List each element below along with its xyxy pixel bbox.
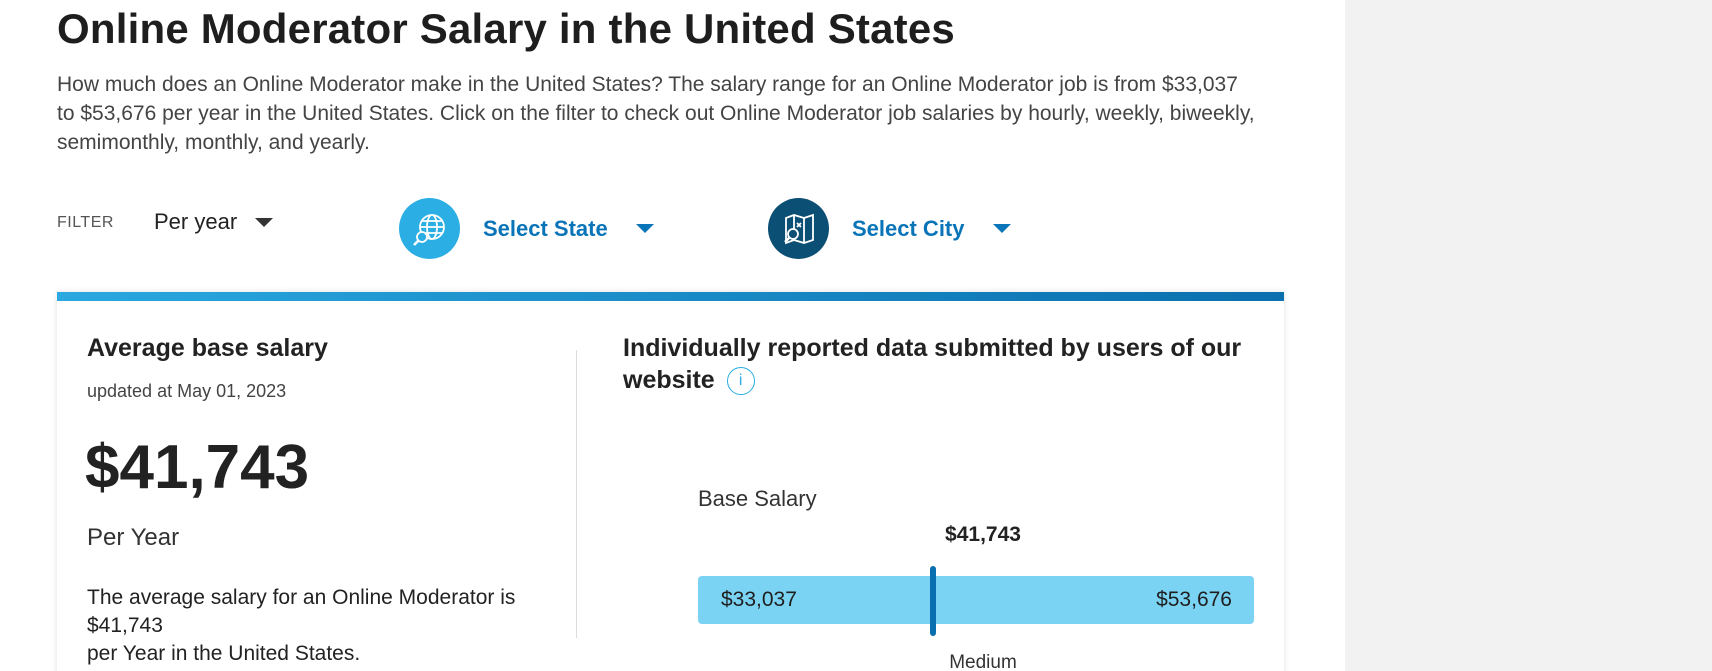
distribution-heading: Individually reported data submitted by …: [623, 332, 1273, 396]
base-salary-label: Base Salary: [698, 486, 817, 511]
salary-unit: Per Year: [87, 524, 180, 551]
column-divider: [576, 350, 577, 638]
map-search-icon: [768, 198, 829, 259]
range-low-value: $33,037: [721, 588, 797, 611]
period-value: Per year: [154, 209, 238, 234]
city-dropdown-label: Select City: [852, 215, 965, 241]
distribution-heading-text: Individually reported data submitted by …: [623, 334, 1242, 394]
average-heading: Average base salary: [87, 334, 328, 362]
globe-search-icon: [399, 198, 460, 259]
filter-label: FILTER: [57, 214, 114, 231]
median-salary-value: $41,743: [945, 523, 1021, 546]
average-description-line2: per Year in the United States.: [87, 642, 361, 665]
chevron-down-icon: [255, 217, 274, 227]
average-description: The average salary for an Online Moderat…: [87, 584, 527, 668]
median-marker: [929, 566, 936, 636]
page-title: Online Moderator Salary in the United St…: [57, 5, 955, 52]
info-icon[interactable]: i: [726, 367, 755, 396]
salary-range-bar: $33,037 $53,676: [698, 576, 1254, 624]
city-dropdown[interactable]: Select City: [768, 198, 1011, 259]
range-high-value: $53,676: [1156, 588, 1232, 611]
chevron-down-icon: [635, 224, 654, 233]
salary-card: Average base salary updated at May 01, 2…: [57, 292, 1284, 671]
updated-date: updated at May 01, 2023: [87, 381, 287, 401]
card-accent-bar: [57, 292, 1284, 301]
chevron-down-icon: [992, 224, 1011, 233]
median-label: Medium: [949, 652, 1017, 671]
state-dropdown[interactable]: Select State: [399, 198, 654, 259]
right-gutter: [1345, 0, 1712, 671]
intro-paragraph: How much does an Online Moderator make i…: [57, 73, 1255, 154]
average-salary-value: $41,743: [85, 433, 310, 502]
average-description-line1: The average salary for an Online Moderat…: [87, 586, 516, 637]
main-content: Online Moderator Salary in the United St…: [57, 5, 1284, 671]
state-dropdown-label: Select State: [483, 215, 608, 241]
period-dropdown[interactable]: Per year: [154, 209, 274, 235]
